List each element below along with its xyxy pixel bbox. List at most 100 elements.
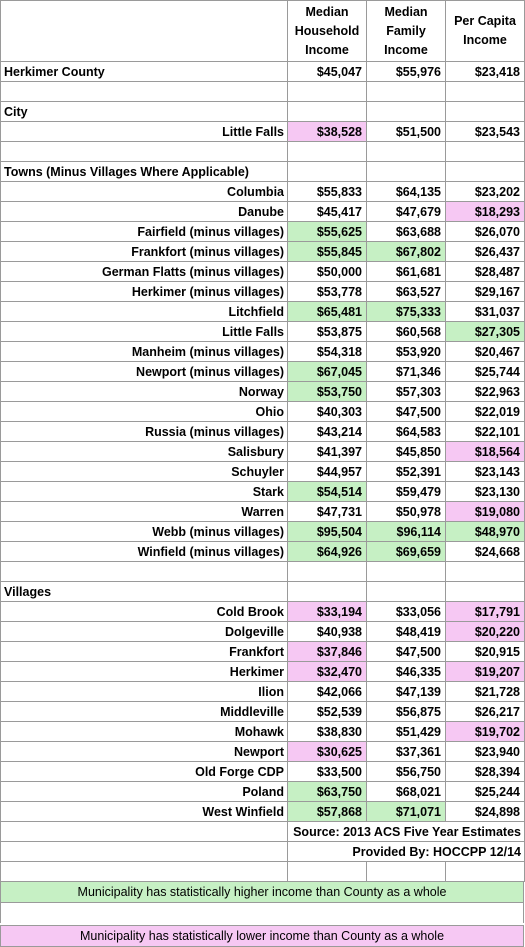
town-household-cell: $53,875 (287, 321, 367, 342)
village-household-cell: $63,750 (287, 781, 367, 802)
town-family-cell: $71,346 (366, 361, 446, 382)
city-family-cell: $51,500 (366, 121, 446, 142)
town-family-cell: $69,659 (366, 541, 446, 562)
town-household-cell: $53,750 (287, 381, 367, 402)
town-household-cell: $55,625 (287, 221, 367, 242)
town-name: Little Falls (0, 321, 288, 342)
village-family-cell: $47,139 (366, 681, 446, 702)
town-name: Manheim (minus villages) (0, 341, 288, 362)
town-household-cell: $55,833 (287, 181, 367, 202)
village-per-capita-cell: $24,898 (445, 801, 525, 822)
village-name: Dolgeville (0, 621, 288, 642)
town-family-cell: $63,527 (366, 281, 446, 302)
town-family-cell: $75,333 (366, 301, 446, 322)
town-name: Columbia (0, 181, 288, 202)
village-per-capita-cell: $20,220 (445, 621, 525, 642)
town-family-cell: $47,500 (366, 401, 446, 422)
village-row: Middleville $52,539 $56,875 $26,217 (0, 701, 525, 722)
town-name: Fairfield (minus villages) (0, 221, 288, 242)
village-household-cell: $30,625 (287, 741, 367, 762)
town-per-capita-cell: $27,305 (445, 321, 525, 342)
town-name: Winfield (minus villages) (0, 541, 288, 562)
village-name: Herkimer (0, 661, 288, 682)
village-row: Poland $63,750 $68,021 $25,244 (0, 781, 525, 802)
village-per-capita-cell: $20,915 (445, 641, 525, 662)
village-household-cell: $42,066 (287, 681, 367, 702)
section-villages: Villages (0, 581, 525, 602)
town-name: Schuyler (0, 461, 288, 482)
town-per-capita-cell: $22,963 (445, 381, 525, 402)
town-family-cell: $52,391 (366, 461, 446, 482)
town-row: Stark $54,514 $59,479 $23,130 (0, 481, 525, 502)
county-per-capita: $23,418 (445, 61, 525, 82)
town-family-cell: $61,681 (366, 261, 446, 282)
town-household-cell: $64,926 (287, 541, 367, 562)
spacer-row (0, 861, 525, 882)
town-family-cell: $59,479 (366, 481, 446, 502)
town-row: Litchfield $65,481 $75,333 $31,037 (0, 301, 525, 322)
town-per-capita-cell: $31,037 (445, 301, 525, 322)
village-household-cell: $57,868 (287, 801, 367, 822)
town-per-capita-cell: $18,564 (445, 441, 525, 462)
town-row: Newport (minus villages) $67,045 $71,346 $2… (0, 361, 525, 382)
village-name: Newport (0, 741, 288, 762)
village-row: Herkimer $32,470 $46,335 $19,207 (0, 661, 525, 682)
village-household-cell: $52,539 (287, 701, 367, 722)
town-row: Winfield (minus villages) $64,926 $69,659 $… (0, 541, 525, 562)
town-per-capita-cell: $22,101 (445, 421, 525, 442)
village-family-cell: $48,419 (366, 621, 446, 642)
village-per-capita-cell: $26,217 (445, 701, 525, 722)
town-household-cell: $40,303 (287, 401, 367, 422)
town-row: Columbia $55,833 $64,135 $23,202 (0, 181, 525, 202)
village-row: Newport $30,625 $37,361 $23,940 (0, 741, 525, 762)
village-household-cell: $33,194 (287, 601, 367, 622)
village-family-cell: $68,021 (366, 781, 446, 802)
spacer-row (0, 81, 525, 102)
village-name: Frankfort (0, 641, 288, 662)
village-name: Cold Brook (0, 601, 288, 622)
town-per-capita-cell: $23,143 (445, 461, 525, 482)
section-towns: Towns (Minus Villages Where Applicable) (0, 161, 525, 182)
town-family-cell: $50,978 (366, 501, 446, 522)
city-household-cell: $38,528 (287, 121, 367, 142)
section-city: City (0, 101, 525, 122)
village-per-capita-cell: $19,702 (445, 721, 525, 742)
section-villages-label: Villages (0, 581, 288, 602)
header-per-capita-income: Per Capita Income (445, 0, 525, 62)
town-per-capita-cell: $48,970 (445, 521, 525, 542)
town-family-cell: $47,679 (366, 201, 446, 222)
source-note-row: Source: 2013 ACS Five Year Estimates (0, 821, 525, 842)
town-name: Danube (0, 201, 288, 222)
village-household-cell: $37,846 (287, 641, 367, 662)
town-name: Newport (minus villages) (0, 361, 288, 382)
town-row: Webb (minus villages) $95,504 $96,114 $48,9… (0, 521, 525, 542)
town-per-capita-cell: $18,293 (445, 201, 525, 222)
town-household-cell: $67,045 (287, 361, 367, 382)
town-name: Ohio (0, 401, 288, 422)
village-family-cell: $56,875 (366, 701, 446, 722)
town-family-cell: $64,135 (366, 181, 446, 202)
town-household-cell: $45,417 (287, 201, 367, 222)
village-name: Old Forge CDP (0, 761, 288, 782)
town-row: Danube $45,417 $47,679 $18,293 (0, 201, 525, 222)
town-name: Norway (0, 381, 288, 402)
spacer-row (0, 561, 525, 582)
town-name: Herkimer (minus villages) (0, 281, 288, 302)
village-row: Old Forge CDP $33,500 $56,750 $28,394 (0, 761, 525, 782)
town-row: Frankfort (minus villages) $55,845 $67,802… (0, 241, 525, 262)
provided-note-row: Provided By: HOCCPP 12/14 (0, 841, 525, 862)
village-family-cell: $51,429 (366, 721, 446, 742)
town-row: Schuyler $44,957 $52,391 $23,143 (0, 461, 525, 482)
header-median-household-income: Median Household Income (287, 0, 367, 62)
town-name: Litchfield (0, 301, 288, 322)
town-per-capita-cell: $24,668 (445, 541, 525, 562)
town-family-cell: $63,688 (366, 221, 446, 242)
town-household-cell: $95,504 (287, 521, 367, 542)
town-per-capita-cell: $25,744 (445, 361, 525, 382)
county-name: Herkimer County (0, 61, 288, 82)
village-household-cell: $32,470 (287, 661, 367, 682)
town-row: Norway $53,750 $57,303 $22,963 (0, 381, 525, 402)
village-row: Ilion $42,066 $47,139 $21,728 (0, 681, 525, 702)
section-towns-label: Towns (Minus Villages Where Applicable) (0, 161, 288, 182)
